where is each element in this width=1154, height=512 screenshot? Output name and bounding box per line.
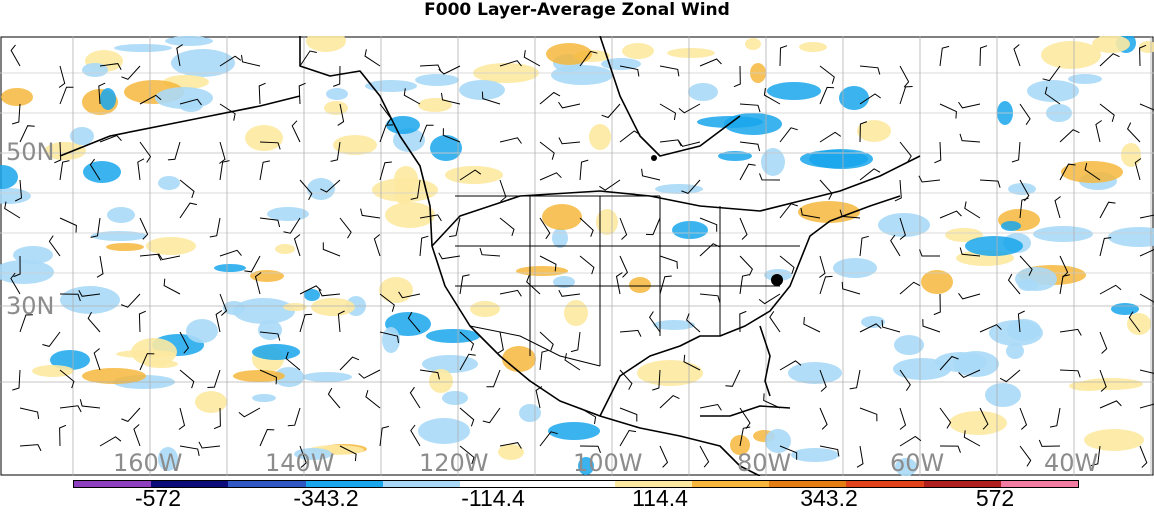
- colorbar-segment: [614, 481, 692, 487]
- colorbar-segment: [460, 481, 538, 487]
- colorbar-segment: [691, 481, 770, 487]
- colorbar-label: 343.2: [800, 485, 858, 511]
- lon-label-120w: 120W: [419, 449, 489, 477]
- colorbar-segment: [923, 481, 1001, 487]
- colorbar-label: 114.4: [632, 485, 688, 511]
- lon-label-80w: 80W: [737, 449, 792, 477]
- lon-label-40w: 40W: [1044, 449, 1099, 477]
- colorbar-segment: [228, 481, 306, 487]
- lat-label-30n: 30N: [6, 292, 55, 320]
- colorbar-segment: [74, 481, 152, 487]
- colorbar-label: -572: [134, 485, 182, 511]
- lon-label-100w: 100W: [573, 449, 643, 477]
- colorbar-segment: [1000, 481, 1079, 487]
- wind-barbs: [4, 44, 1154, 468]
- colorbar-segment: [382, 481, 461, 487]
- station-marker: [771, 274, 783, 286]
- lon-label-60w: 60W: [890, 449, 945, 477]
- colorbar-label: 572: [975, 485, 1015, 511]
- lat-label-50n: 50N: [6, 138, 55, 166]
- wind-map: [0, 36, 1154, 476]
- coastlines: [59, 36, 921, 476]
- colorbar-segment: [151, 481, 229, 487]
- colorbar-segment: [769, 481, 847, 487]
- colorbar-segment: [305, 481, 383, 487]
- chart-title: F000 Layer-Average Zonal Wind: [424, 0, 730, 20]
- borders: [455, 195, 800, 367]
- graticule: [0, 36, 1154, 476]
- colorbar-segment: [846, 481, 924, 487]
- colorbar-segment: [537, 481, 615, 487]
- anomaly-shading: [0, 36, 1154, 476]
- colorbar-label: -343.2: [293, 485, 359, 511]
- lon-label-160w: 160W: [113, 449, 183, 477]
- colorbar: [73, 480, 1079, 488]
- lon-label-140w: 140W: [265, 449, 335, 477]
- colorbar-label: -114.4: [461, 485, 525, 511]
